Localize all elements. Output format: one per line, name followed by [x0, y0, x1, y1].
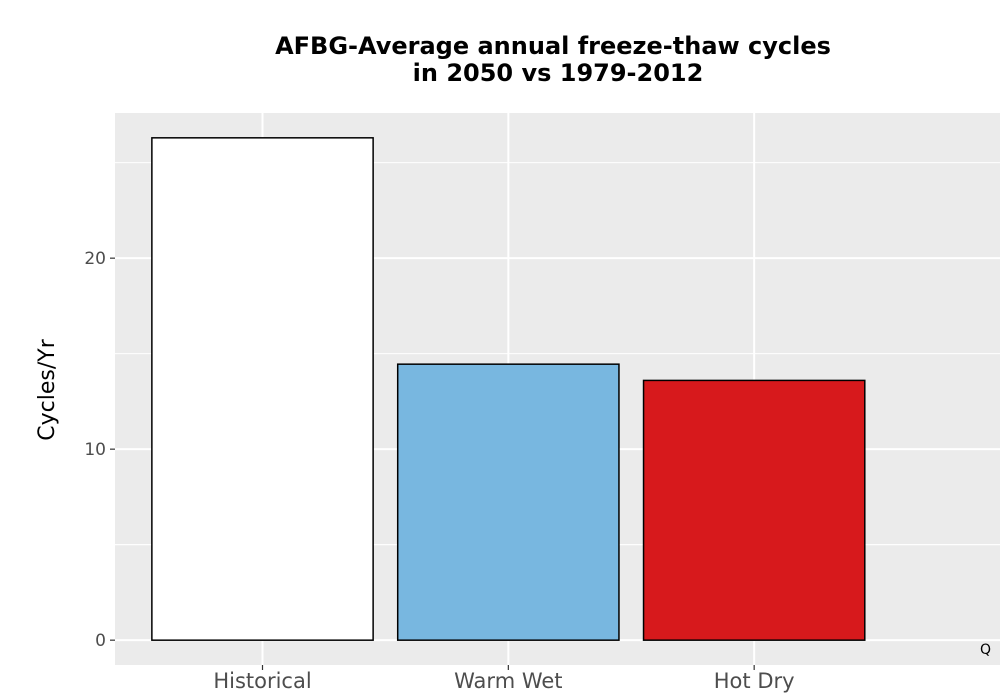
- y-axis-title: Cycles/Yr: [35, 338, 60, 440]
- bar-warm-wet: [396, 363, 620, 641]
- y-tick-label: 20: [84, 249, 106, 269]
- chart-title-line-1: AFBG-Average annual freeze-thaw cycles: [275, 32, 831, 60]
- x-tick-label: Warm Wet: [454, 669, 562, 693]
- y-tick-label: 0: [95, 631, 106, 651]
- x-tick-label: Hot Dry: [714, 669, 795, 693]
- y-axis: 0 10 20: [84, 249, 115, 651]
- chart-title-line-2: in 2050 vs 1979-2012: [413, 59, 704, 87]
- bars: [151, 137, 866, 641]
- x-axis: Historical Warm Wet Hot Dry: [213, 665, 795, 693]
- x-tick-label: Historical: [213, 669, 311, 693]
- bar-hot-dry: [642, 379, 866, 641]
- bar-historical: [151, 137, 374, 641]
- y-tick-label: 10: [84, 440, 106, 460]
- corner-mark-text: Q: [980, 642, 991, 658]
